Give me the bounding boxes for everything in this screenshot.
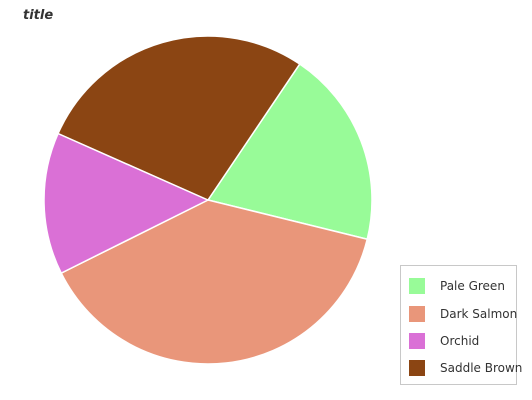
legend-swatch-saddle-brown xyxy=(409,360,425,376)
legend-label-orchid: Orchid xyxy=(440,334,480,348)
legend-swatch-orchid xyxy=(409,333,425,349)
legend-item-saddle-brown: Saddle Brown xyxy=(409,360,522,376)
pie-slice-dark-salmon xyxy=(60,199,369,365)
pie-slice-orchid xyxy=(43,132,210,275)
pie-slice-saddle-brown xyxy=(57,35,301,201)
legend-item-orchid: Orchid xyxy=(409,333,479,349)
legend-swatch-pale-green xyxy=(409,278,425,294)
legend-label-pale-green: Pale Green xyxy=(440,279,505,293)
legend-item-pale-green: Pale Green xyxy=(409,278,505,294)
pie-slice-pale-green xyxy=(206,62,373,241)
legend-item-dark-salmon: Dark Salmon xyxy=(409,306,517,322)
legend-label-dark-salmon: Dark Salmon xyxy=(440,307,518,321)
legend-swatch-dark-salmon xyxy=(409,306,425,322)
chart-title: title xyxy=(23,8,54,23)
legend: Pale Green Dark Salmon Orchid Saddle Bro… xyxy=(400,265,522,385)
pie-slices xyxy=(43,35,373,365)
legend-label-saddle-brown: Saddle Brown xyxy=(440,361,523,375)
